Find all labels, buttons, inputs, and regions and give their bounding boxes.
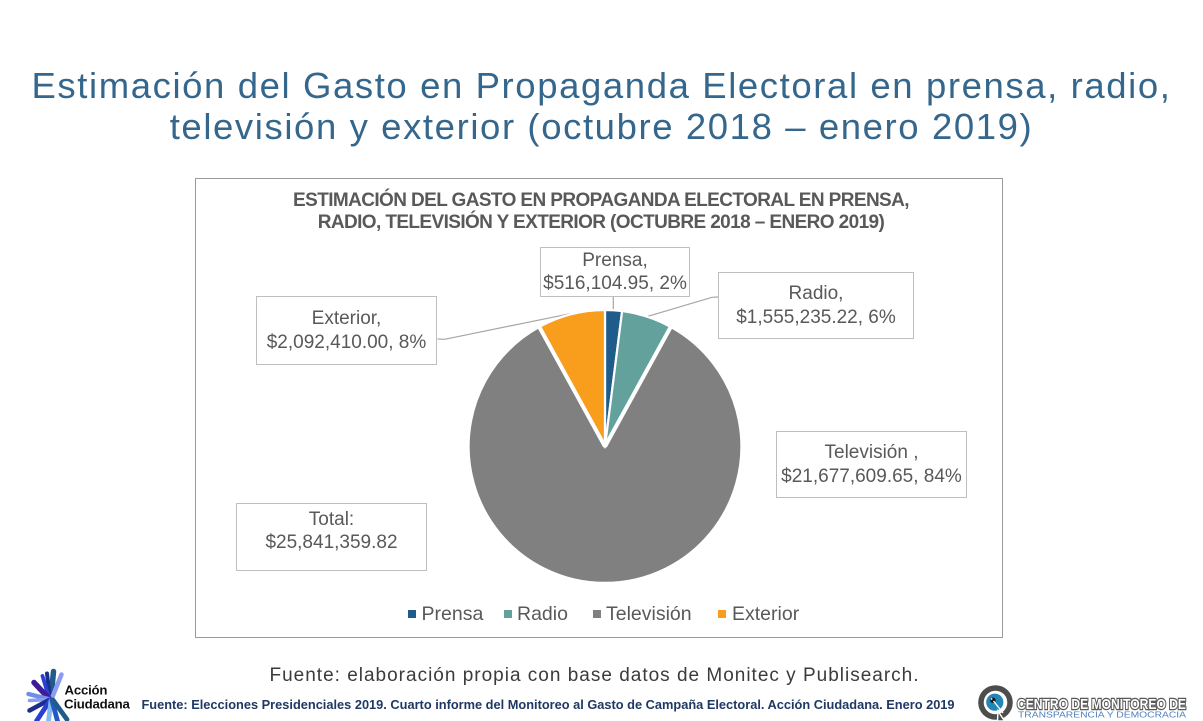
svg-text:CENTRO DE MONITOREO DE: CENTRO DE MONITOREO DE bbox=[1017, 697, 1186, 713]
svg-text:Ciudadana: Ciudadana bbox=[64, 697, 130, 712]
svg-text:TRANSPARENCIA Y DEMOCRACIA: TRANSPARENCIA Y DEMOCRACIA bbox=[1018, 711, 1187, 720]
svg-text:Acción: Acción bbox=[65, 683, 108, 698]
